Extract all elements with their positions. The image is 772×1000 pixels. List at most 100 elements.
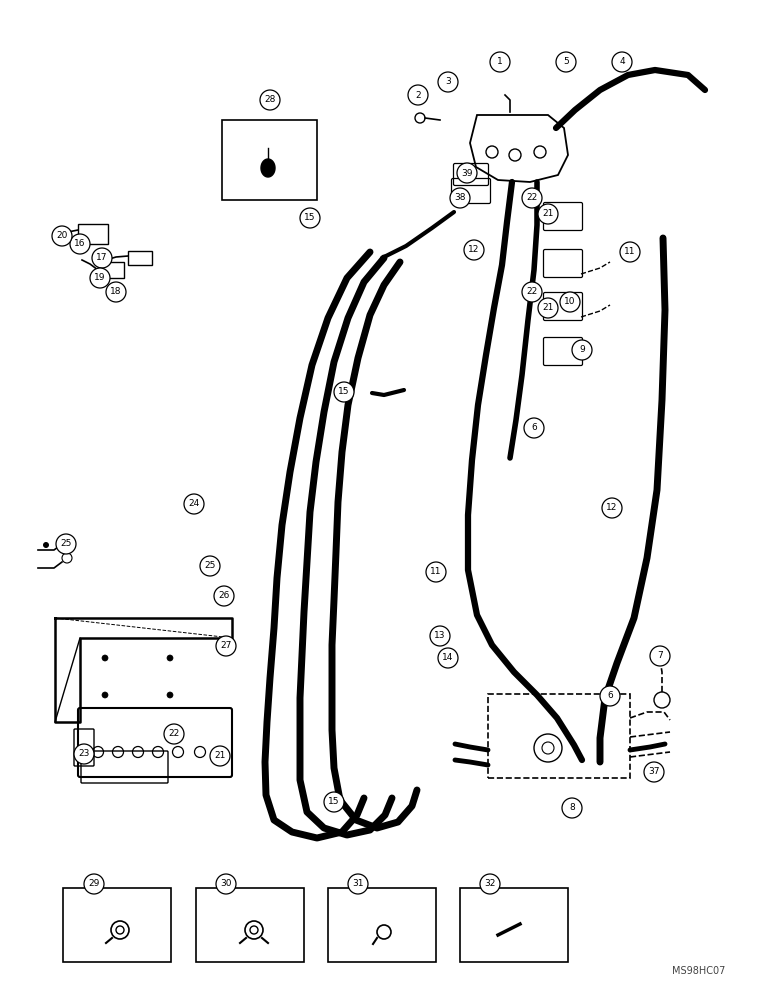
Text: 23: 23 [78,750,90,758]
Circle shape [260,90,280,110]
Text: 14: 14 [442,654,454,662]
Circle shape [620,242,640,262]
Circle shape [650,646,670,666]
Text: 11: 11 [625,247,636,256]
Text: 21: 21 [542,304,554,312]
Circle shape [84,874,104,894]
Text: 16: 16 [74,239,86,248]
Circle shape [43,542,49,548]
Text: 21: 21 [215,752,225,760]
Text: 38: 38 [454,194,466,202]
Text: 29: 29 [88,880,100,888]
Text: 3: 3 [445,78,451,87]
Circle shape [324,792,344,812]
Circle shape [102,655,108,661]
Text: 15: 15 [304,214,316,223]
Polygon shape [261,159,275,177]
Circle shape [74,744,94,764]
Circle shape [644,762,664,782]
Circle shape [602,498,622,518]
Circle shape [430,626,450,646]
Text: 24: 24 [188,499,200,508]
Circle shape [348,874,368,894]
Circle shape [450,188,470,208]
Circle shape [56,534,76,554]
Bar [488,694,630,778]
Circle shape [490,52,510,72]
Circle shape [90,268,110,288]
Text: 5: 5 [563,57,569,66]
Bar [128,251,152,265]
Circle shape [438,648,458,668]
Circle shape [524,418,544,438]
Circle shape [522,188,542,208]
Text: 10: 10 [564,298,576,306]
Text: 7: 7 [657,652,663,660]
Circle shape [210,746,230,766]
Circle shape [59,230,65,234]
Text: 15: 15 [338,387,350,396]
Bar [460,888,568,962]
Circle shape [562,798,582,818]
Circle shape [522,282,542,302]
Circle shape [538,298,558,318]
Circle shape [200,556,220,576]
Circle shape [164,724,184,744]
Circle shape [612,52,632,72]
Text: 2: 2 [415,91,421,100]
Circle shape [52,226,72,246]
Text: 25: 25 [205,562,215,570]
Circle shape [556,52,576,72]
Circle shape [334,382,354,402]
Circle shape [102,692,108,698]
Text: 20: 20 [56,232,68,240]
Text: 9: 9 [579,346,585,355]
Text: 13: 13 [434,632,445,641]
Bar [328,888,436,962]
Circle shape [572,340,592,360]
Circle shape [70,234,90,254]
Text: 22: 22 [527,194,537,202]
Text: 39: 39 [461,168,472,178]
Circle shape [167,692,173,698]
Circle shape [480,874,500,894]
Text: 31: 31 [352,880,364,888]
Text: 32: 32 [484,880,496,888]
Text: 19: 19 [94,273,106,282]
Text: 26: 26 [218,591,230,600]
Circle shape [457,163,477,183]
Text: 15: 15 [328,798,340,806]
Text: 17: 17 [96,253,108,262]
Circle shape [300,208,320,228]
Text: 21: 21 [542,210,554,219]
Text: 22: 22 [168,730,180,738]
Text: 12: 12 [469,245,479,254]
Text: 27: 27 [220,642,232,650]
Circle shape [216,636,236,656]
Circle shape [92,248,112,268]
Text: 4: 4 [619,57,625,66]
Circle shape [538,204,558,224]
Bar [222,120,317,200]
Text: 12: 12 [606,504,618,512]
Circle shape [184,494,204,514]
Text: 37: 37 [648,768,660,776]
Text: 30: 30 [220,880,232,888]
Circle shape [438,72,458,92]
Text: 25: 25 [60,540,72,548]
Circle shape [408,85,428,105]
Circle shape [216,874,236,894]
Circle shape [464,240,484,260]
Text: 22: 22 [527,288,537,296]
Circle shape [214,586,234,606]
Text: 1: 1 [497,57,503,66]
Bar [78,224,108,244]
Circle shape [426,562,446,582]
Bar [196,888,304,962]
Text: 11: 11 [430,568,442,576]
Text: 8: 8 [569,804,575,812]
Text: MS98HC07: MS98HC07 [672,966,725,976]
Circle shape [167,655,173,661]
Bar [98,262,124,278]
Circle shape [560,292,580,312]
